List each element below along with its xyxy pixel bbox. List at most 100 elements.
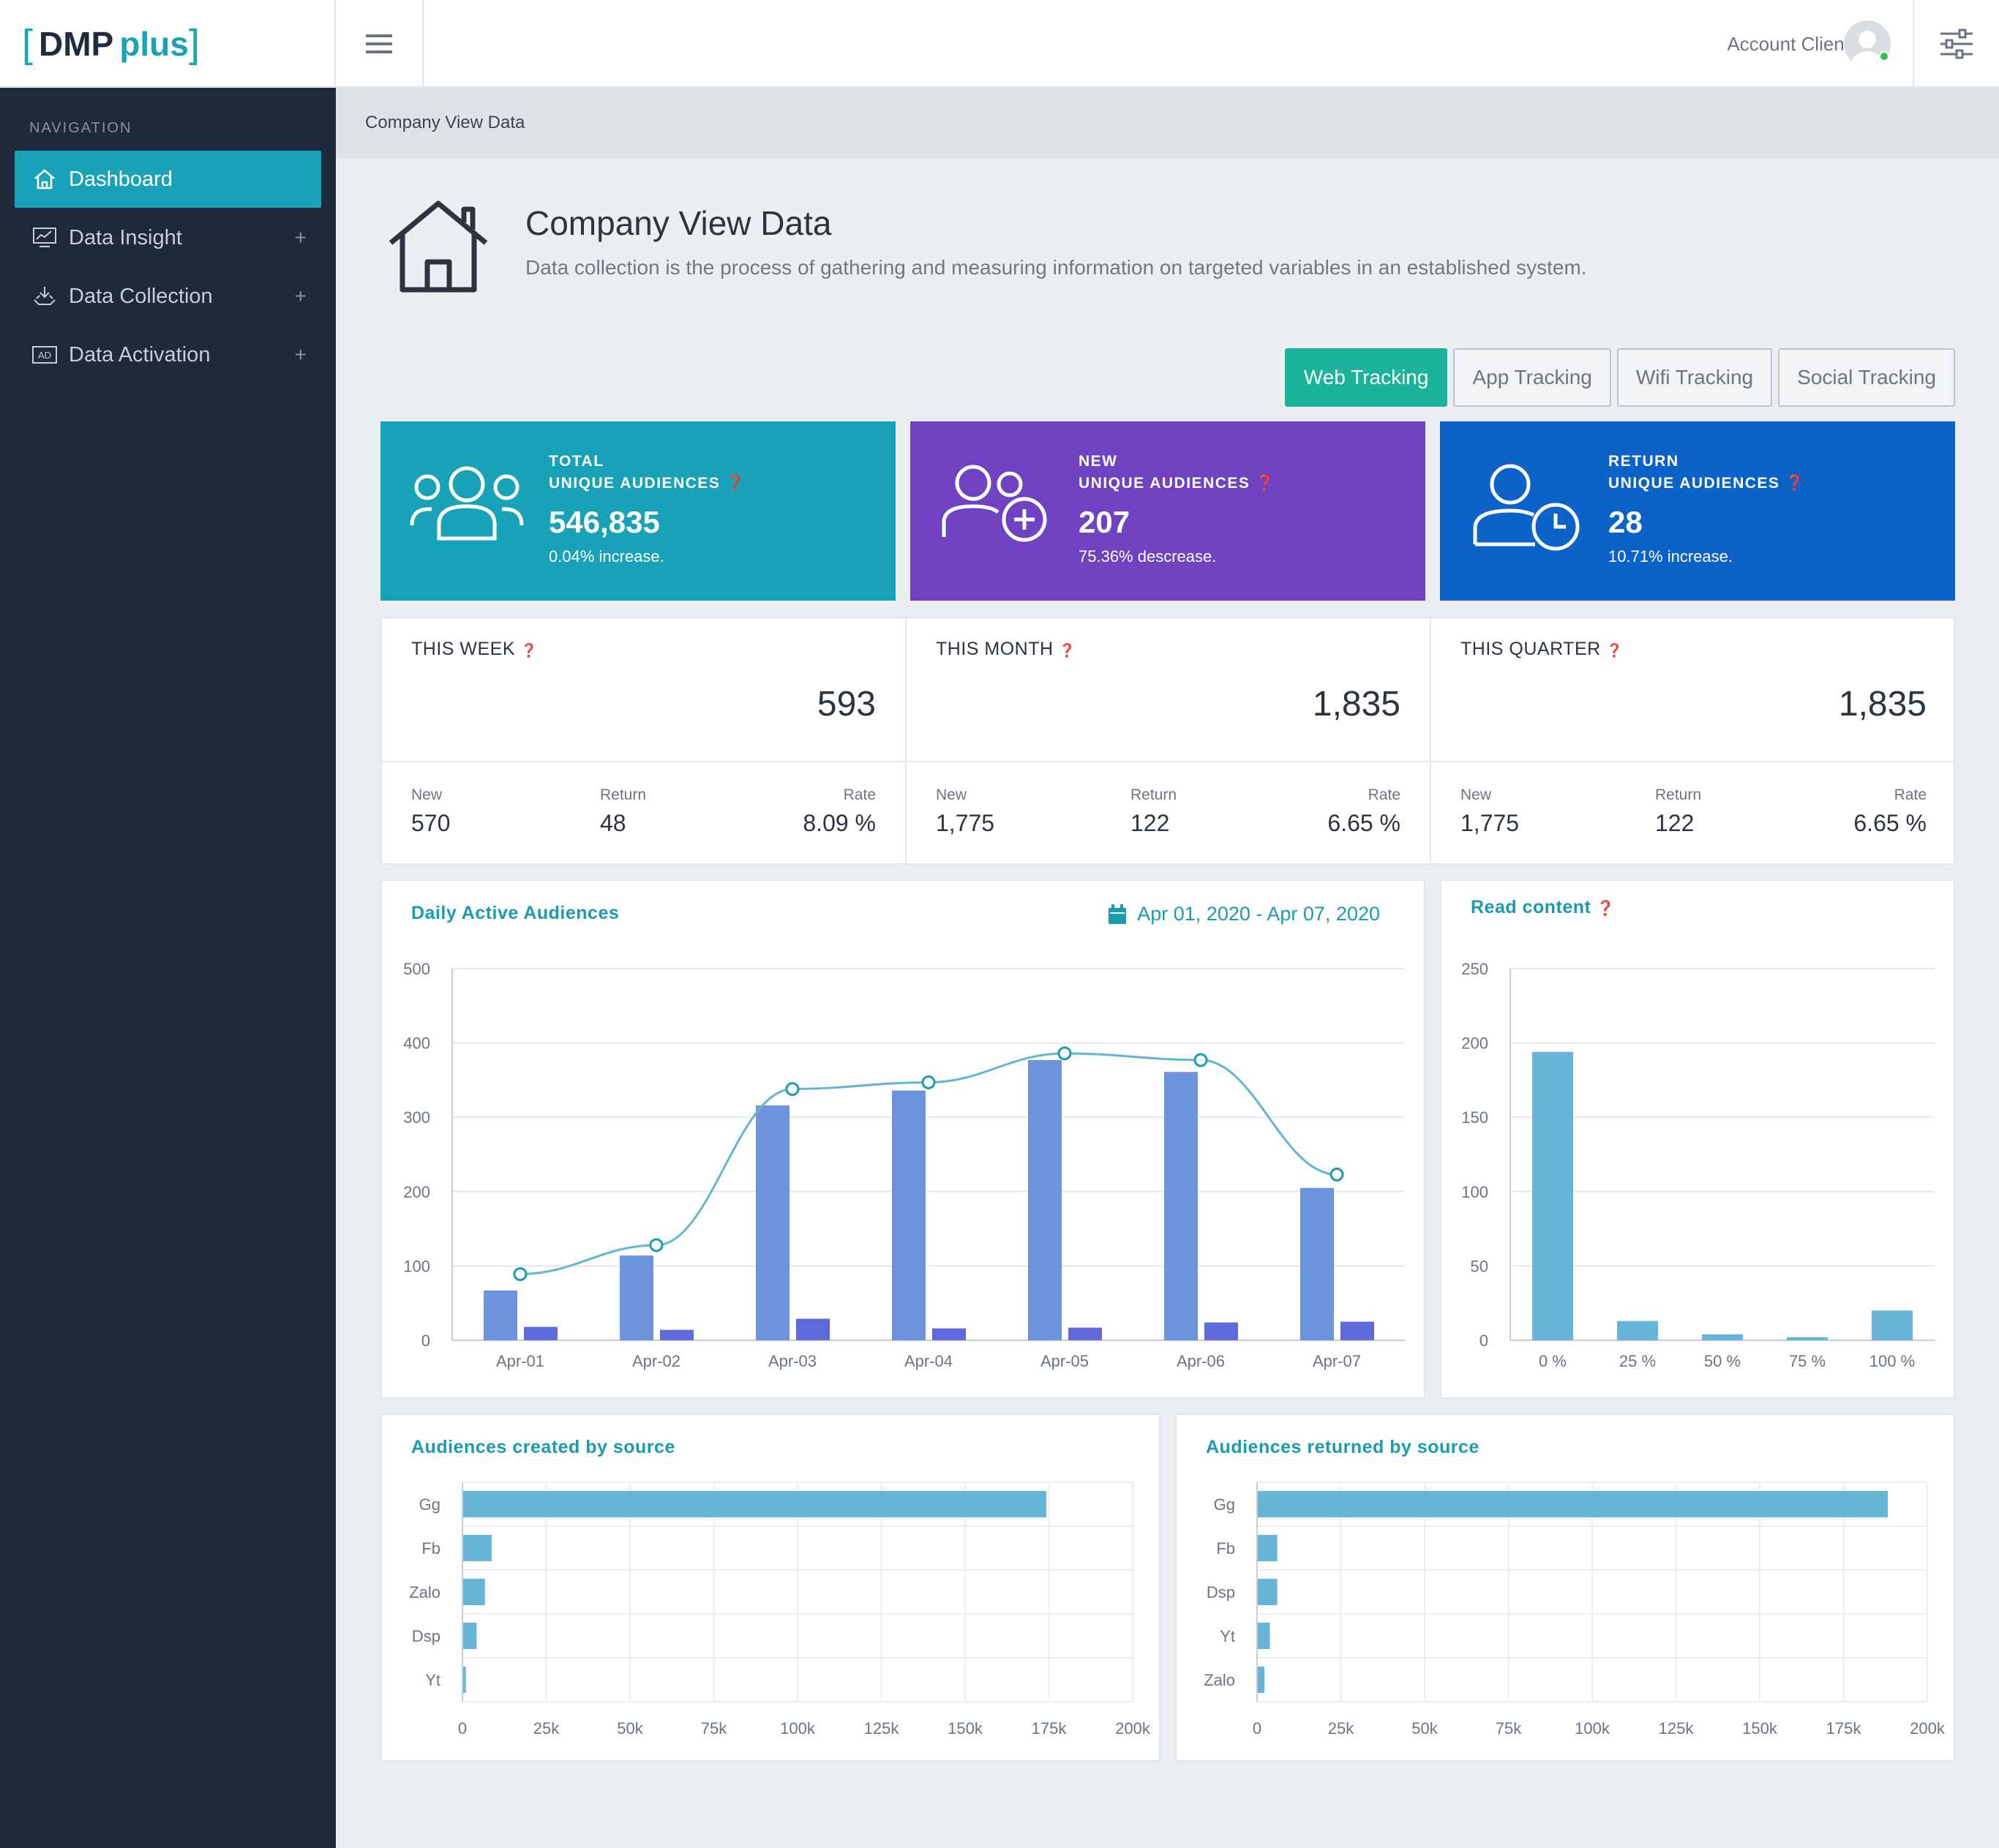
settings-button[interactable] xyxy=(1913,0,1999,88)
sidebar-item-data-activation[interactable]: AD Data Activation + xyxy=(15,326,321,383)
y-tick-label: 50 xyxy=(1471,1257,1488,1275)
account-name[interactable]: Account Client xyxy=(1727,32,1850,55)
stat-rate-label: Rate xyxy=(1894,786,1927,803)
stat-total: 1,835 xyxy=(1838,685,1927,724)
top-bar: [DMP plus] Account Client xyxy=(0,0,1999,88)
stat-title: THIS QUARTER xyxy=(1460,639,1601,659)
tab-web-tracking[interactable]: Web Tracking xyxy=(1284,348,1448,407)
stat-return-value: 122 xyxy=(1130,810,1170,836)
tab-wifi-tracking[interactable]: Wifi Tracking xyxy=(1616,348,1773,407)
expand-icon[interactable]: + xyxy=(294,343,307,366)
bar xyxy=(1617,1321,1658,1340)
x-tick-label: 100k xyxy=(780,1719,816,1738)
daily-active-chart: 0 100 200 300 400 500 Apr-01 Apr-02 Apr-03 Apr-04… xyxy=(403,960,1405,1370)
returned-by-source-chart: 0 25k 50k 75k 100k 125k 150k 175k 200k Gg Fb Dsp Yt Z… xyxy=(1204,1481,1946,1738)
date-range-picker[interactable]: Apr 01, 2020 - Apr 07, 2020 xyxy=(1108,903,1380,925)
sidebar-item-dashboard[interactable]: Dashboard xyxy=(15,151,321,208)
stat-new-label: New xyxy=(936,786,967,803)
kpi-change: 75.36% descrease. xyxy=(1079,547,1217,566)
svg-text:AD: AD xyxy=(38,350,51,361)
stat-title: THIS MONTH xyxy=(936,639,1054,659)
bar xyxy=(1872,1310,1913,1340)
stat-this-quarter: THIS QUARTER ❓ 1,835 New 1,775 Return 12… xyxy=(1431,618,1956,863)
y-tick-label: 200 xyxy=(403,1183,430,1201)
help-icon: ❓ xyxy=(1785,475,1806,492)
y-tick-label: Zalo xyxy=(1204,1671,1235,1689)
stat-return-label: Return xyxy=(600,786,647,803)
tracking-tabs: Web Tracking App Tracking Wifi Tracking … xyxy=(1284,348,1955,407)
tab-social-tracking[interactable]: Social Tracking xyxy=(1778,348,1955,407)
x-tick-label: Apr-07 xyxy=(1313,1352,1361,1370)
menu-toggle-button[interactable] xyxy=(336,0,424,88)
y-tick-label: Fb xyxy=(421,1539,440,1558)
sidebar-item-label: Data Insight xyxy=(69,225,182,249)
period-stats-panel: THIS WEEK ❓ 593 New 570 Return 48 Rate 8… xyxy=(380,617,1956,865)
expand-icon[interactable]: + xyxy=(294,285,307,307)
kpi-label-line2: UNIQUE AUDIENCES ❓ xyxy=(549,475,746,492)
x-tick-label: 200k xyxy=(1115,1719,1151,1738)
x-tick-label: 75k xyxy=(1496,1719,1522,1738)
bar-primary xyxy=(620,1255,653,1340)
bar-secondary xyxy=(1340,1321,1374,1340)
bar xyxy=(1258,1535,1278,1561)
tab-app-tracking[interactable]: App Tracking xyxy=(1453,348,1611,407)
line-point xyxy=(1329,1167,1344,1182)
card-title: Audiences returned by source xyxy=(1206,1437,1479,1457)
help-icon: ❓ xyxy=(520,643,538,658)
x-tick-label: Apr-05 xyxy=(1040,1352,1089,1370)
y-tick-label: Zalo xyxy=(409,1583,440,1601)
x-tick-label: 50k xyxy=(1411,1719,1438,1738)
calendar-icon xyxy=(1109,904,1127,924)
y-tick-label: 200 xyxy=(1461,1034,1488,1053)
y-tick-label: Dsp xyxy=(412,1627,440,1645)
y-tick-label: 0 xyxy=(1479,1331,1488,1350)
bar-primary xyxy=(484,1290,517,1340)
read-content-card: Read content ❓ 0 50 100 150 200 250 0 % 25 % 50 … xyxy=(1440,879,1955,1399)
logo[interactable]: [DMP plus] xyxy=(0,0,336,88)
sidebar-item-label: Data Activation xyxy=(69,342,211,367)
bar-secondary xyxy=(524,1326,558,1340)
x-tick-label: 0 xyxy=(1253,1719,1261,1738)
sidebar-item-label: Dashboard xyxy=(69,167,173,191)
kpi-change: 0.04% increase. xyxy=(549,547,664,566)
expand-icon[interactable]: + xyxy=(294,226,307,249)
y-tick-label: 300 xyxy=(403,1108,430,1127)
kpi-value: 546,835 xyxy=(549,505,660,539)
bar xyxy=(1702,1334,1743,1340)
x-tick-label: 125k xyxy=(1659,1719,1695,1738)
bar xyxy=(1787,1337,1828,1340)
bar xyxy=(463,1579,485,1605)
stat-rate-value: 6.65 % xyxy=(1327,810,1400,836)
bar xyxy=(1258,1579,1278,1605)
help-icon: ❓ xyxy=(1596,901,1616,917)
x-tick-label: 175k xyxy=(1826,1719,1862,1738)
bar-primary xyxy=(756,1105,790,1340)
date-range-text: Apr 01, 2020 - Apr 07, 2020 xyxy=(1137,903,1380,925)
stat-return-value: 122 xyxy=(1655,810,1695,836)
bar-secondary xyxy=(932,1328,966,1340)
breadcrumb: Company View Data xyxy=(336,88,1999,158)
stat-rate-value: 6.65 % xyxy=(1853,810,1927,836)
kpi-label-line1: TOTAL xyxy=(549,453,604,470)
page-title: Company View Data xyxy=(525,204,832,242)
avatar[interactable] xyxy=(1844,20,1891,67)
x-tick-label: 50 % xyxy=(1704,1352,1741,1370)
kpi-label-line1: RETURN xyxy=(1608,453,1679,470)
sidebar-item-data-collection[interactable]: Data Collection + xyxy=(15,268,321,325)
collection-icon xyxy=(31,282,59,310)
help-icon: ❓ xyxy=(1606,643,1624,658)
bar xyxy=(1258,1491,1889,1517)
stat-new-value: 1,775 xyxy=(936,810,995,836)
stat-return-label: Return xyxy=(1655,786,1702,803)
x-tick-label: Apr-03 xyxy=(768,1352,817,1370)
kpi-change: 10.71% increase. xyxy=(1608,547,1733,566)
stat-return-label: Return xyxy=(1130,786,1177,803)
help-icon: ❓ xyxy=(1255,475,1276,492)
kpi-new-card: NEW UNIQUE AUDIENCES ❓ 207 75.36% descrea… xyxy=(910,421,1425,601)
help-icon: ❓ xyxy=(725,475,746,492)
bar xyxy=(463,1623,477,1649)
x-tick-label: 175k xyxy=(1032,1719,1068,1738)
ad-icon: AD xyxy=(31,341,59,369)
sidebar-item-data-insight[interactable]: Data Insight + xyxy=(15,209,321,266)
bar xyxy=(463,1491,1046,1517)
